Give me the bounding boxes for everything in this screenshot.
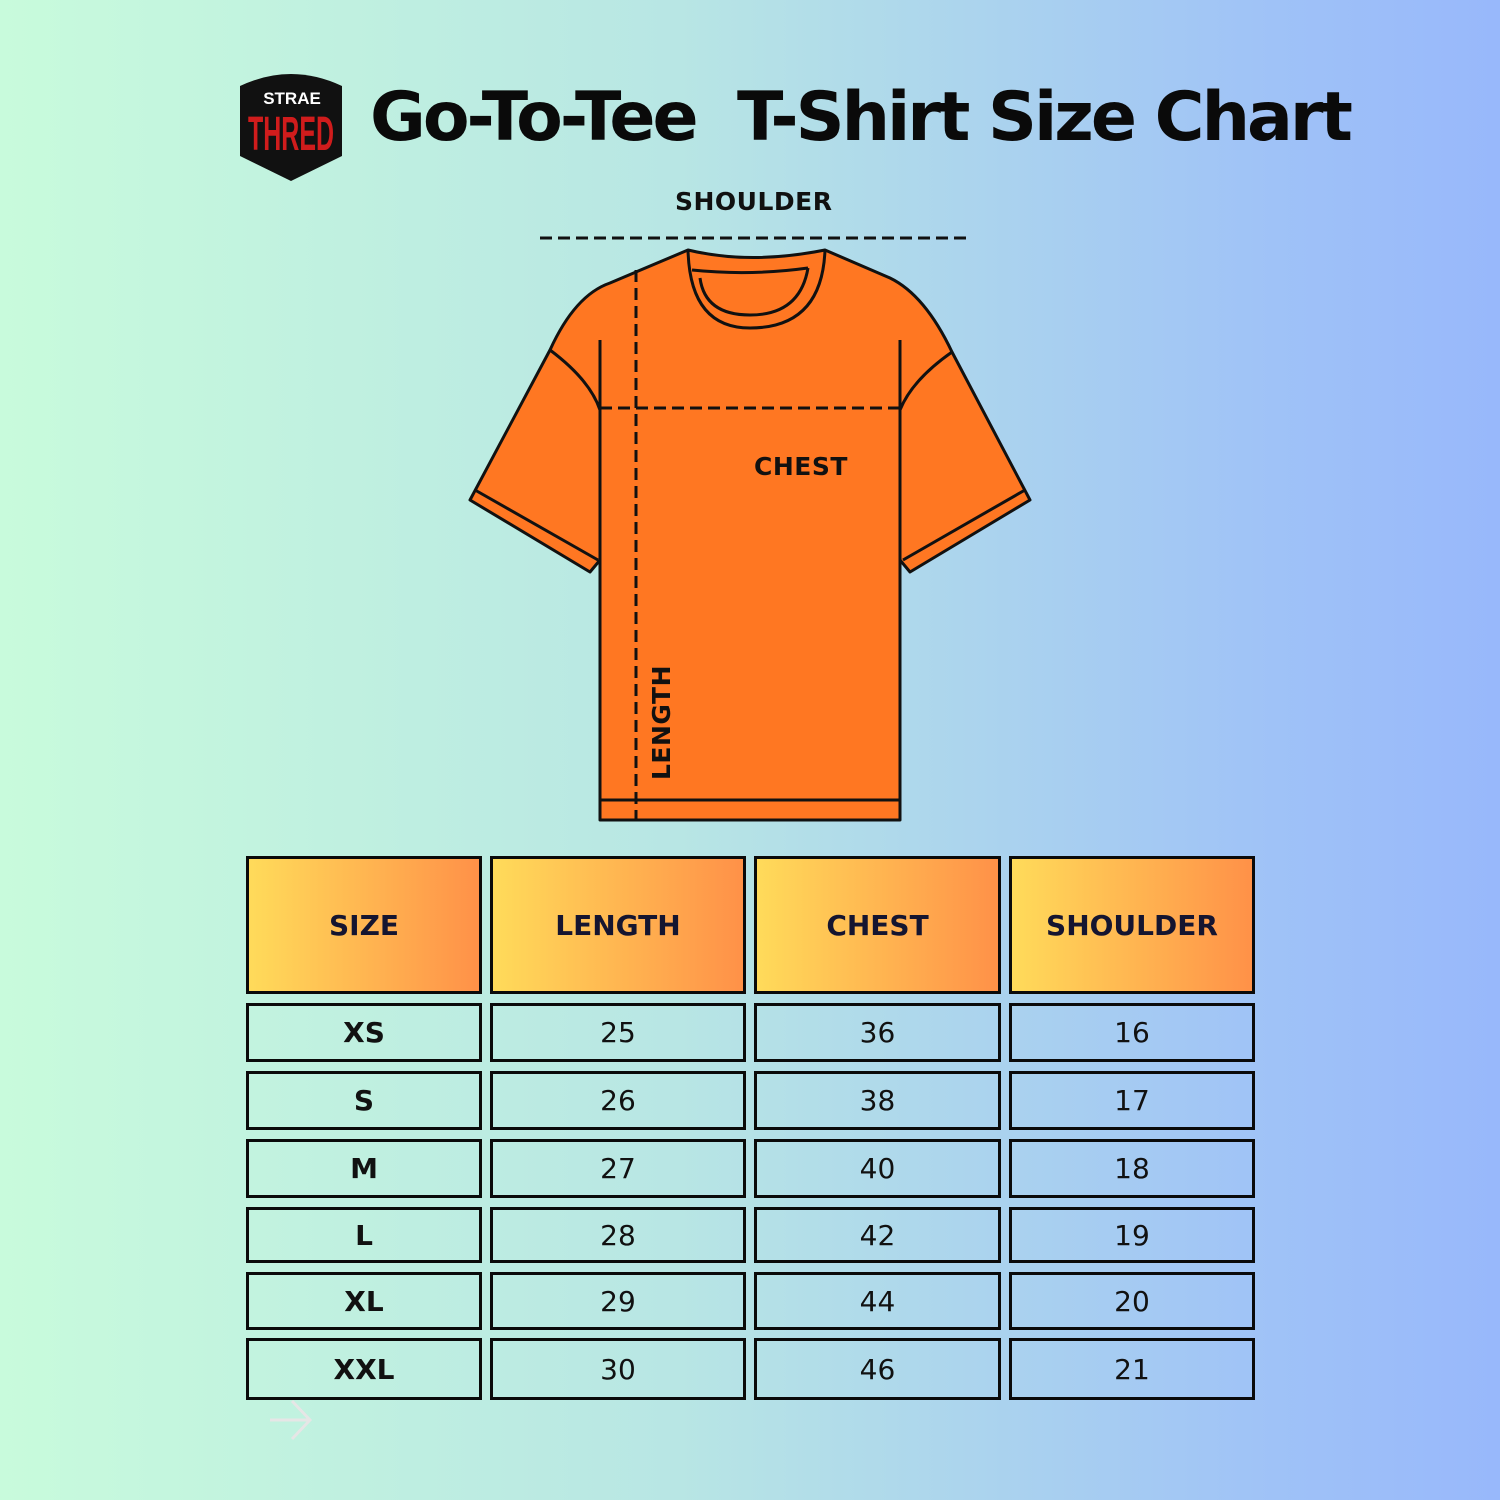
header-chest: CHEST (754, 856, 1001, 994)
cell-length: 27 (490, 1139, 746, 1198)
header-size: SIZE (246, 856, 482, 994)
cell-shoulder: 18 (1009, 1139, 1255, 1198)
cell-size: XS (246, 1003, 482, 1062)
cell-shoulder: 20 (1009, 1272, 1255, 1330)
cell-chest: 38 (754, 1071, 1001, 1130)
cell-shoulder: 17 (1009, 1071, 1255, 1130)
cell-size: M (246, 1139, 482, 1198)
header-length: LENGTH (490, 856, 746, 994)
svg-text:STRAE: STRAE (263, 89, 321, 108)
brand-logo: STRAE THRED (240, 74, 342, 181)
cell-chest: 36 (754, 1003, 1001, 1062)
shoulder-label: SHOULDER (675, 187, 833, 216)
cell-length: 28 (490, 1207, 746, 1263)
cell-size: XL (246, 1272, 482, 1330)
cell-size: L (246, 1207, 482, 1263)
cell-size: XXL (246, 1338, 482, 1400)
cell-length: 29 (490, 1272, 746, 1330)
tshirt-diagram (468, 236, 1032, 822)
arrow-right-icon[interactable] (266, 1398, 316, 1442)
header-shoulder: SHOULDER (1009, 856, 1255, 994)
cell-length: 26 (490, 1071, 746, 1130)
page-title: Go-To-Tee T-Shirt Size Chart (370, 78, 1353, 157)
cell-chest: 46 (754, 1338, 1001, 1400)
cell-chest: 44 (754, 1272, 1001, 1330)
cell-shoulder: 19 (1009, 1207, 1255, 1263)
cell-length: 30 (490, 1338, 746, 1400)
cell-shoulder: 21 (1009, 1338, 1255, 1400)
cell-shoulder: 16 (1009, 1003, 1255, 1062)
cell-length: 25 (490, 1003, 746, 1062)
chest-label: CHEST (754, 452, 848, 481)
tshirt-body (468, 248, 1032, 822)
cell-size: S (246, 1071, 482, 1130)
cell-chest: 42 (754, 1207, 1001, 1263)
cell-chest: 40 (754, 1139, 1001, 1198)
length-label: LENGTH (647, 665, 676, 780)
svg-text:THRED: THRED (248, 108, 334, 161)
